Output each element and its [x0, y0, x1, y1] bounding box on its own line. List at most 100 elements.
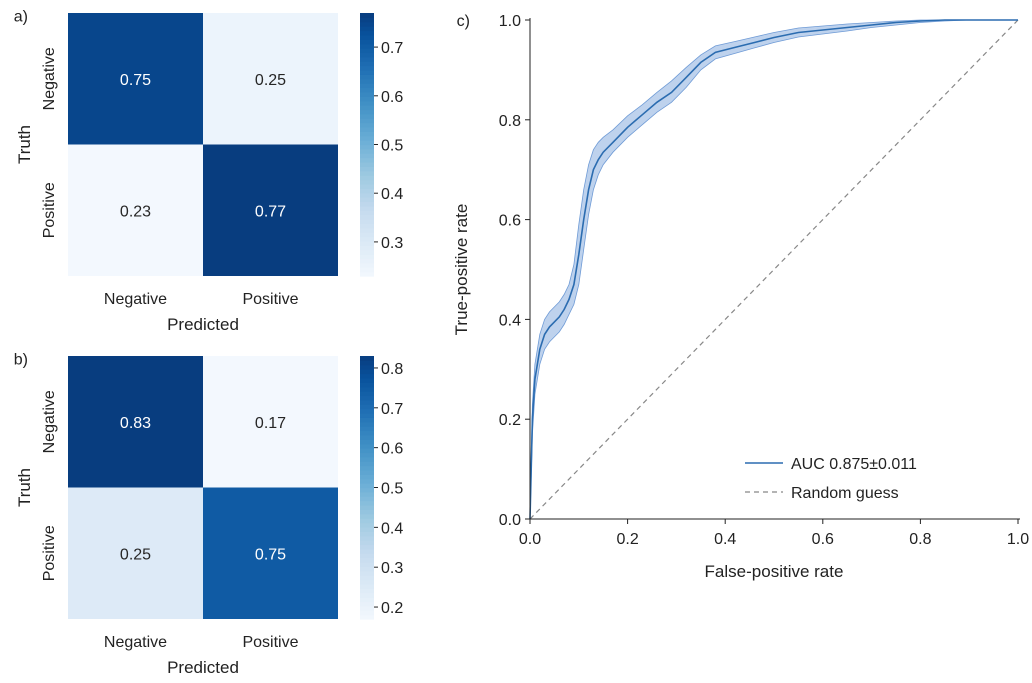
- roc-curve-line: [529, 19, 1018, 520]
- colorbar-segment: [360, 43, 374, 49]
- colorbar-segment: [360, 214, 374, 220]
- colorbar-segment: [360, 522, 374, 528]
- colorbar-segment: [360, 52, 374, 58]
- heatmap-cell: [203, 487, 338, 619]
- confusion-matrix-a: a) 0.75 0.25 0.23 0.77 Negative Positive Negati…: [14, 8, 404, 334]
- colorbar-segment: [360, 131, 374, 137]
- colorbar-segment: [360, 258, 374, 264]
- y-tick-label: 0.0: [499, 512, 521, 529]
- heatmap-cell: [68, 487, 203, 619]
- y-tick-label: Negative: [41, 47, 58, 110]
- colorbar-segment: [360, 509, 374, 515]
- colorbar-segment: [360, 179, 374, 185]
- colorbar-segment: [360, 210, 374, 216]
- colorbar-segment: [360, 496, 374, 502]
- colorbar-segment: [360, 421, 374, 427]
- colorbar-segment: [360, 126, 374, 132]
- y-tick-label: Positive: [41, 525, 58, 581]
- colorbar-segment: [360, 614, 374, 620]
- colorbar-segment: [360, 583, 374, 589]
- cell-value-label: 0.77: [255, 203, 286, 220]
- colorbar-segment: [360, 205, 374, 211]
- colorbar-segment: [360, 144, 374, 150]
- colorbar-segment: [360, 491, 374, 497]
- x-tick-label: 0.6: [812, 531, 834, 548]
- colorbar-segment: [360, 135, 374, 141]
- colorbar-segment: [360, 540, 374, 546]
- y-tick-label: Negative: [41, 390, 58, 453]
- colorbar-segment: [360, 17, 374, 23]
- colorbar-segment: [360, 271, 374, 277]
- colorbar-segment: [360, 21, 374, 27]
- y-axis-title: True-positive rate: [452, 204, 471, 336]
- panel-label: a): [14, 8, 28, 25]
- y-axis-title: Truth: [15, 125, 34, 164]
- heatmap-cell: [68, 356, 203, 488]
- colorbar-segment: [360, 162, 374, 168]
- colorbar-segment: [360, 439, 374, 445]
- colorbar-segment: [360, 373, 374, 379]
- colorbar-segment: [360, 434, 374, 440]
- colorbar-segment: [360, 404, 374, 410]
- colorbar-segment: [360, 249, 374, 255]
- colorbar-segment: [360, 61, 374, 67]
- colorbar-segment: [360, 417, 374, 423]
- x-axis-title: Predicted: [167, 315, 239, 334]
- heatmap-cell: [68, 13, 203, 145]
- colorbar-segment: [360, 461, 374, 467]
- y-tick-label: 0.2: [499, 412, 521, 429]
- colorbar-segment: [360, 262, 374, 268]
- cell-value-label: 0.83: [120, 415, 151, 432]
- colorbar-segment: [360, 105, 374, 111]
- colorbar-segment: [360, 448, 374, 454]
- y-tick-label: 1.0: [499, 13, 521, 30]
- colorbar-segment: [360, 487, 374, 493]
- colorbar-segment: [360, 592, 374, 598]
- colorbar-segment: [360, 395, 374, 401]
- colorbar-segment: [360, 78, 374, 84]
- panel-label: c): [457, 13, 470, 30]
- roc-confidence-band: [529, 19, 1018, 520]
- colorbar-segment: [360, 157, 374, 163]
- colorbar-segment: [360, 87, 374, 93]
- colorbar-segment: [360, 513, 374, 519]
- colorbar-segment: [360, 197, 374, 203]
- colorbar-segment: [360, 56, 374, 62]
- x-tick-label: 0.8: [909, 531, 931, 548]
- y-tick-label: Positive: [41, 182, 58, 238]
- colorbar-segment: [360, 386, 374, 392]
- confusion-matrix-b: b) 0.83 0.17 0.25 0.75 Negative Positive Negati…: [14, 351, 404, 677]
- colorbar-segment: [360, 245, 374, 251]
- colorbar-segment: [360, 531, 374, 537]
- colorbar-segment: [360, 109, 374, 115]
- colorbar-tick-label: 0.6: [381, 89, 403, 106]
- x-tick-label: Negative: [104, 634, 167, 651]
- colorbar-segment: [360, 69, 374, 75]
- colorbar-segment: [360, 227, 374, 233]
- colorbar-segment: [360, 562, 374, 567]
- colorbar-segment: [360, 91, 374, 97]
- colorbar-segment: [360, 166, 374, 172]
- colorbar-segment: [360, 65, 374, 71]
- colorbar-segment: [360, 192, 374, 198]
- colorbar-segment: [360, 26, 374, 32]
- random-guess-line: [529, 19, 1019, 520]
- colorbar-segment: [360, 526, 374, 532]
- colorbar-segment: [360, 601, 374, 607]
- heatmap-cell: [203, 13, 338, 145]
- colorbar-segment: [360, 30, 374, 36]
- colorbar-segment: [360, 443, 374, 449]
- colorbar-tick-label: 0.7: [381, 40, 403, 57]
- colorbar-segment: [360, 34, 374, 40]
- colorbar-segment: [360, 201, 374, 207]
- legend-label-random: Random guess: [791, 485, 899, 502]
- cell-value-label: 0.75: [120, 72, 151, 89]
- roc-curve-chart: c) 0.0 0.2 0.4 0.6 0.8 1.0 0.0 0.2 0.4 0.6 0.8 1.0 Fa…: [452, 13, 1029, 581]
- colorbar-segment: [360, 408, 374, 414]
- colorbar-segment: [360, 474, 374, 480]
- colorbar-segment: [360, 122, 374, 128]
- colorbar-segment: [360, 579, 374, 585]
- x-tick-label: Positive: [242, 634, 298, 651]
- colorbar-segment: [360, 412, 374, 418]
